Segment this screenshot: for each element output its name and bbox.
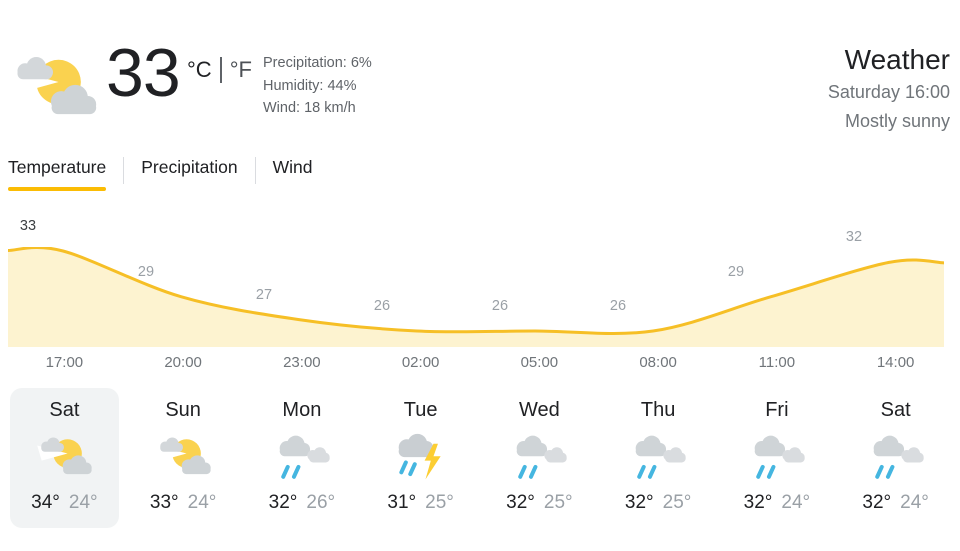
day-card-tue[interactable]: Tue 31° 25° (366, 388, 475, 528)
chart-point-label: 26 (373, 298, 391, 314)
day-temps: 34° 24° (10, 490, 119, 515)
tab-separator (254, 157, 256, 184)
day-temps: 33° 24° (129, 490, 238, 515)
day-card-thu[interactable]: Thu 32° 25° (604, 388, 713, 528)
high-temp: 33° (149, 492, 179, 513)
day-label: Fri (765, 399, 789, 421)
low-temp: 25° (543, 492, 573, 513)
high-temp: 32° (862, 492, 892, 513)
high-temp: 31° (387, 492, 417, 513)
time-tick: 14:00 (876, 354, 915, 371)
tab-wind[interactable]: Wind (272, 157, 313, 177)
day-temps: 32° 24° (841, 490, 950, 515)
low-temp: 24° (68, 492, 98, 513)
day-label: Wed (518, 399, 560, 421)
datetime-label: Saturday 16:00 (827, 82, 950, 102)
time-tick: 17:00 (45, 354, 84, 371)
chart-point-label: 26 (491, 298, 509, 314)
tab-separator (123, 157, 125, 184)
page-title: Weather (844, 44, 950, 75)
day-label: Mon (282, 399, 322, 421)
time-tick: 20:00 (164, 354, 202, 371)
day-temps: 32° 26° (248, 490, 357, 515)
low-temp: 25° (662, 492, 692, 513)
low-temp: 25° (425, 492, 454, 513)
day-label: Sun (165, 399, 201, 421)
low-temp: 24° (187, 492, 217, 513)
time-axis: 17:00 20:00 23:00 02:00 05:00 08:00 11:0… (5, 354, 955, 371)
chart-point-label: 29 (727, 263, 745, 280)
day-label: Tue (403, 399, 438, 421)
partly-sunny-icon (6, 50, 100, 128)
day-weather-icon (154, 433, 212, 483)
wind-detail: Wind: 18 km/h (263, 100, 356, 116)
temp-line (8, 247, 945, 336)
unit-toggle: °C °F (187, 57, 252, 83)
current-temperature: 33 (106, 35, 181, 111)
time-tick: 05:00 (520, 354, 559, 371)
high-temp: 32° (506, 492, 535, 513)
day-card-sun[interactable]: Sun 33° 24° (129, 388, 238, 528)
chart-point-label: 33 (19, 218, 37, 234)
unit-fahrenheit-button[interactable]: °F (229, 57, 252, 82)
time-tick: 02:00 (401, 354, 440, 371)
chart-point-label: 27 (255, 286, 273, 303)
unit-celsius-button[interactable]: °C (187, 57, 212, 82)
low-temp: 26° (306, 492, 336, 513)
day-temps: 31° 25° (366, 490, 475, 515)
temperature-area-chart (8, 247, 945, 347)
high-temp: 34° (31, 492, 60, 513)
day-label: Sat (49, 399, 80, 421)
tab-temperature[interactable]: Temperature (8, 157, 107, 191)
day-card-sat-2[interactable]: Sat 32° 24° (841, 388, 950, 528)
time-tick: 23:00 (283, 354, 321, 371)
temp-area-fill (8, 247, 944, 347)
day-weather-icon (392, 433, 450, 483)
day-temps: 32° 24° (723, 490, 832, 515)
day-weather-icon (867, 433, 925, 483)
time-tick: 11:00 (758, 354, 796, 371)
high-temp: 32° (743, 492, 773, 513)
day-card-wed[interactable]: Wed 32° 25° (485, 388, 594, 528)
day-weather-icon (510, 433, 568, 483)
low-temp: 24° (900, 492, 929, 513)
daily-forecast-strip: Sat 34° 24° Sun 33° 24° Mon 32° 26° Tue 31°… (5, 388, 955, 528)
day-card-mon[interactable]: Mon 32° 26° (248, 388, 357, 528)
day-weather-icon (748, 433, 806, 483)
day-weather-icon (35, 433, 93, 483)
current-conditions: 33 °C °F Precipitation: 6% Humidity: 44%… (0, 0, 960, 150)
header-summary: Weather Saturday 16:00 Mostly sunny (828, 42, 950, 136)
low-temp: 24° (781, 492, 811, 513)
precipitation-detail: Precipitation: 6% (263, 55, 372, 71)
condition-label: Mostly sunny (844, 111, 950, 131)
day-card-sat[interactable]: Sat 34° 24° (10, 388, 119, 528)
chart-point-label: 26 (609, 298, 627, 314)
humidity-detail: Humidity: 44% (263, 77, 357, 94)
chart-point-label: 32 (845, 229, 863, 246)
day-label: Sat (880, 399, 911, 421)
high-temp: 32° (268, 492, 298, 513)
day-weather-icon (629, 433, 687, 483)
hourly-temperature-chart[interactable]: 33 29 27 26 26 26 29 32 (8, 210, 952, 347)
day-card-fri[interactable]: Fri 32° 24° (723, 388, 832, 528)
day-label: Thu (640, 399, 676, 421)
chart-point-label: 29 (137, 263, 155, 280)
unit-divider (219, 57, 222, 83)
high-temp: 32° (624, 492, 654, 513)
weather-details: Precipitation: 6% Humidity: 44% Wind: 18… (263, 52, 372, 120)
chart-tabs: Temperature Precipitation Wind (8, 157, 312, 191)
day-temps: 32° 25° (604, 490, 713, 515)
tab-precipitation[interactable]: Precipitation (141, 157, 238, 177)
day-temps: 32° 25° (485, 490, 594, 515)
time-tick: 08:00 (639, 354, 677, 371)
day-weather-icon (273, 433, 331, 483)
